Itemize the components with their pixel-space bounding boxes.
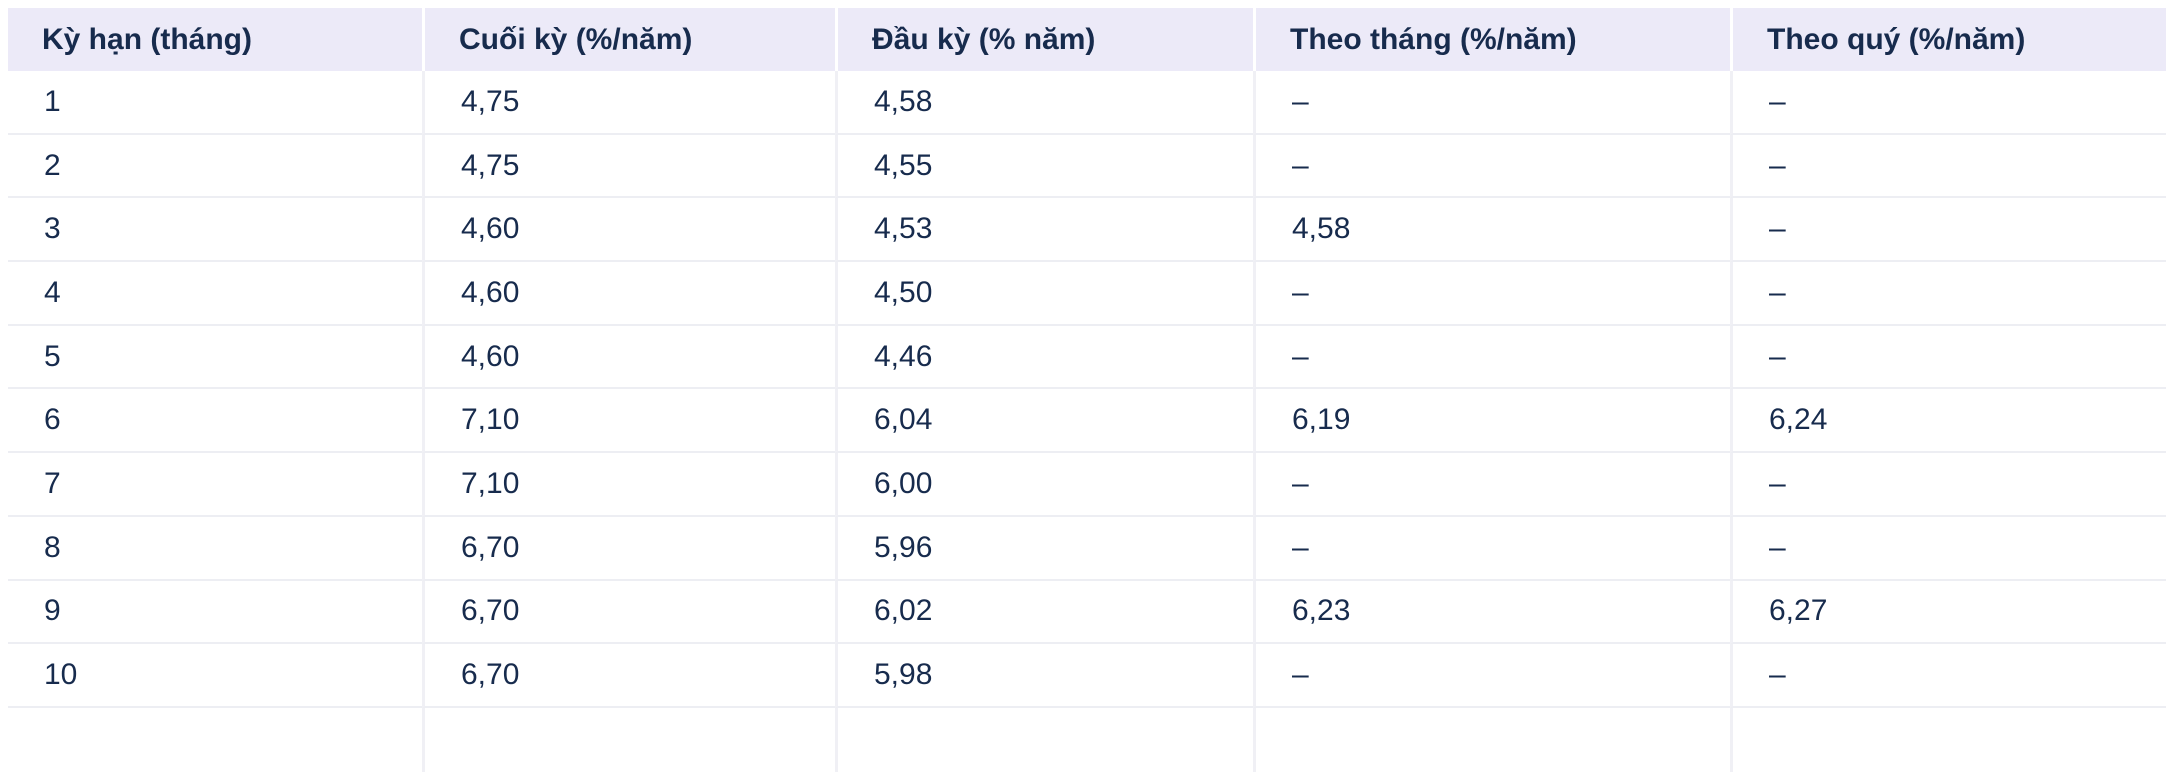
table-header-row: Kỳ hạn (tháng) Cuối kỳ (%/năm) Đầu kỳ (%…: [8, 8, 2166, 71]
table-cell: [1253, 707, 1730, 772]
table-cell: 3: [8, 198, 422, 263]
table-cell: 4,60: [422, 198, 835, 263]
table-row: 8 6,70 5,96– –: [8, 516, 2166, 581]
column-header-monthly: Theo tháng (%/năm): [1253, 8, 1730, 71]
table-row: 4 4,60 4,50– –: [8, 262, 2166, 326]
table-cell: 6,04: [835, 389, 1253, 454]
table-row-partial: [8, 707, 2166, 772]
table-cell: 8: [8, 516, 422, 581]
table-cell: 6,27: [1730, 580, 2166, 645]
table-cell: [1730, 707, 2166, 772]
table-cell: 4,53: [835, 198, 1253, 263]
table-row: 1 4,75 4,58– –: [8, 71, 2166, 135]
table-row: 5 4,60 4,46– –: [8, 325, 2166, 390]
table-cell: 5: [8, 325, 422, 390]
table-cell: 7: [8, 453, 422, 517]
table-cell: 4,58: [835, 71, 1253, 135]
table-cell: 1: [8, 71, 422, 135]
table-cell: –: [1730, 198, 2166, 263]
interest-rate-table: Kỳ hạn (tháng) Cuối kỳ (%/năm) Đầu kỳ (%…: [8, 8, 2166, 772]
table-cell: –: [1730, 644, 2166, 708]
table-cell: 4,75: [422, 134, 835, 199]
table-cell: –: [1253, 644, 1730, 708]
table-cell: 6,19: [1253, 389, 1730, 454]
table-cell: –: [1253, 516, 1730, 581]
table-cell: –: [1730, 325, 2166, 390]
table-cell: 4,55: [835, 134, 1253, 199]
table-row: 3 4,60 4,53 4,58–: [8, 198, 2166, 263]
table-cell: [835, 707, 1253, 772]
table-cell: 6,24: [1730, 389, 2166, 454]
table-cell: –: [1253, 262, 1730, 326]
table-cell: [8, 707, 422, 772]
table-row: 7 7,10 6,00– –: [8, 453, 2166, 517]
table-cell: –: [1730, 262, 2166, 326]
table-cell: 6,23: [1253, 580, 1730, 645]
table-cell: 4,75: [422, 71, 835, 135]
column-header-beginning-of-period: Đầu kỳ (% năm): [835, 8, 1253, 71]
table-cell: 4,46: [835, 325, 1253, 390]
table-cell: 6,70: [422, 580, 835, 645]
table-cell: –: [1253, 71, 1730, 135]
table-cell: 7,10: [422, 389, 835, 454]
table-cell: 6,70: [422, 516, 835, 581]
table-row: 10 6,70 5,98– –: [8, 644, 2166, 708]
column-header-term: Kỳ hạn (tháng): [8, 8, 422, 71]
table-cell: –: [1253, 325, 1730, 390]
table-row: 9 6,70 6,02 6,23 6,27: [8, 580, 2166, 645]
table-cell: –: [1253, 134, 1730, 199]
table-cell: –: [1730, 453, 2166, 517]
table-cell: 9: [8, 580, 422, 645]
table-cell: 6,00: [835, 453, 1253, 517]
table-cell: 4,60: [422, 325, 835, 390]
table-cell: 4,58: [1253, 198, 1730, 263]
table-cell: 7,10: [422, 453, 835, 517]
table-cell: 4,60: [422, 262, 835, 326]
table-cell: –: [1253, 453, 1730, 517]
table-cell: –: [1730, 71, 2166, 135]
table-row: 2 4,75 4,55– –: [8, 134, 2166, 199]
table-cell: 4: [8, 262, 422, 326]
table-cell: 6,02: [835, 580, 1253, 645]
column-header-quarterly: Theo quý (%/năm): [1730, 8, 2166, 71]
table-cell: 5,96: [835, 516, 1253, 581]
table-body: 1 4,75 4,58– –2 4,75 4,55– –3 4,60 4,53 4,58–4 4,6…: [8, 71, 2166, 772]
table-cell: 2: [8, 134, 422, 199]
table-cell: 4,50: [835, 262, 1253, 326]
table-cell: 5,98: [835, 644, 1253, 708]
table-cell: 6,70: [422, 644, 835, 708]
table-cell: [422, 707, 835, 772]
table-cell: 6: [8, 389, 422, 454]
table-row: 6 7,10 6,04 6,19 6,24: [8, 389, 2166, 454]
table-cell: 10: [8, 644, 422, 708]
table-cell: –: [1730, 134, 2166, 199]
table-cell: –: [1730, 516, 2166, 581]
column-header-end-of-period: Cuối kỳ (%/năm): [422, 8, 835, 71]
